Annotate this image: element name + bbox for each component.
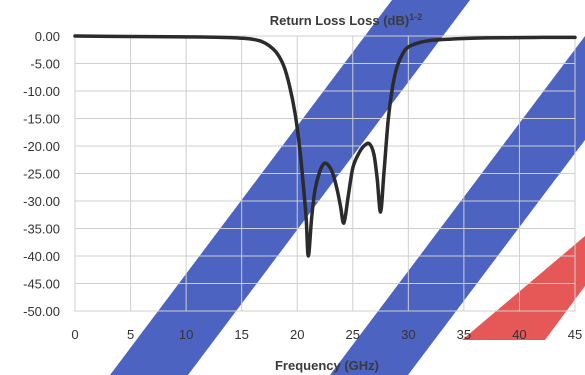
y-tick-label: -10.00 [23, 84, 60, 99]
chart-title-text: Return Loss Loss (dB) [270, 13, 409, 28]
x-tick-label: 30 [401, 327, 415, 342]
y-tick-label: -25.00 [23, 167, 60, 182]
y-axis-tick-labels: 0.00 -5.00 -10.00 -15.00 -20.00 -25.00 -30.00 -… [23, 29, 60, 319]
grid-lines [74, 35, 576, 312]
chart-title-superscript: 1-2 [409, 12, 422, 22]
watermark-logo [110, 0, 585, 375]
x-tick-label: 0 [71, 327, 78, 342]
watermark-blue-stripe-left [110, 0, 470, 375]
x-axis-tick-labels: 0 5 10 15 20 25 30 35 40 45 [71, 327, 582, 342]
x-tick-label: 10 [179, 327, 193, 342]
y-tick-label: -20.00 [23, 139, 60, 154]
x-tick-label: 5 [127, 327, 134, 342]
x-tick-label: 25 [346, 327, 360, 342]
x-tick-label: 20 [290, 327, 304, 342]
watermark-red-stripe [462, 236, 585, 340]
y-tick-label: -15.00 [23, 112, 60, 127]
y-tick-label: -30.00 [23, 194, 60, 209]
y-tick-label: -50.00 [23, 304, 60, 319]
x-axis-label: Frequency (GHz) [275, 358, 379, 373]
x-tick-label: 15 [234, 327, 248, 342]
y-tick-label: -35.00 [23, 222, 60, 237]
y-tick-label: -40.00 [23, 249, 60, 264]
y-tick-label: 0.00 [35, 29, 60, 44]
x-tick-label: 45 [568, 327, 582, 342]
watermark-blue-stripe-right [330, 36, 585, 375]
x-tick-label: 35 [457, 327, 471, 342]
chart-title: Return Loss Loss (dB)1-2 [270, 12, 422, 28]
x-tick-label: 40 [512, 327, 526, 342]
y-tick-label: -45.00 [23, 277, 60, 292]
y-tick-label: -5.00 [30, 57, 60, 72]
return-loss-series-line [73, 34, 577, 258]
